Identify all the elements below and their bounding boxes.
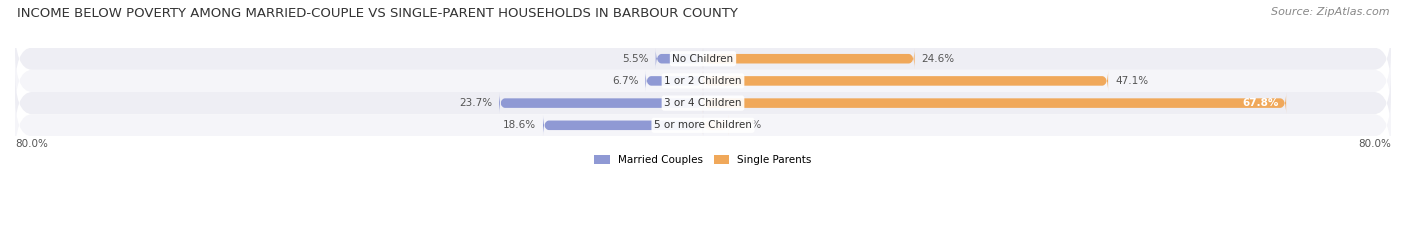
FancyBboxPatch shape <box>15 70 1391 136</box>
FancyBboxPatch shape <box>655 48 703 69</box>
FancyBboxPatch shape <box>15 25 1391 92</box>
FancyBboxPatch shape <box>15 92 1391 159</box>
FancyBboxPatch shape <box>703 92 1286 114</box>
Text: 18.6%: 18.6% <box>503 120 536 130</box>
Text: 3 or 4 Children: 3 or 4 Children <box>664 98 742 108</box>
FancyBboxPatch shape <box>703 70 1108 92</box>
FancyBboxPatch shape <box>543 115 703 136</box>
Text: 6.7%: 6.7% <box>612 76 638 86</box>
Legend: Married Couples, Single Parents: Married Couples, Single Parents <box>595 155 811 165</box>
Text: 67.8%: 67.8% <box>1243 98 1279 108</box>
Text: 5.5%: 5.5% <box>623 54 648 64</box>
Text: No Children: No Children <box>672 54 734 64</box>
FancyBboxPatch shape <box>499 92 703 114</box>
FancyBboxPatch shape <box>703 115 728 136</box>
Text: 23.7%: 23.7% <box>460 98 492 108</box>
FancyBboxPatch shape <box>645 70 703 92</box>
FancyBboxPatch shape <box>703 48 915 69</box>
Text: INCOME BELOW POVERTY AMONG MARRIED-COUPLE VS SINGLE-PARENT HOUSEHOLDS IN BARBOUR: INCOME BELOW POVERTY AMONG MARRIED-COUPL… <box>17 7 738 20</box>
Text: Source: ZipAtlas.com: Source: ZipAtlas.com <box>1271 7 1389 17</box>
Text: 80.0%: 80.0% <box>15 139 48 149</box>
Text: 1 or 2 Children: 1 or 2 Children <box>664 76 742 86</box>
Text: 0.0%: 0.0% <box>735 120 762 130</box>
Text: 24.6%: 24.6% <box>921 54 955 64</box>
Text: 47.1%: 47.1% <box>1115 76 1149 86</box>
Text: 80.0%: 80.0% <box>1358 139 1391 149</box>
FancyBboxPatch shape <box>15 48 1391 114</box>
Text: 5 or more Children: 5 or more Children <box>654 120 752 130</box>
